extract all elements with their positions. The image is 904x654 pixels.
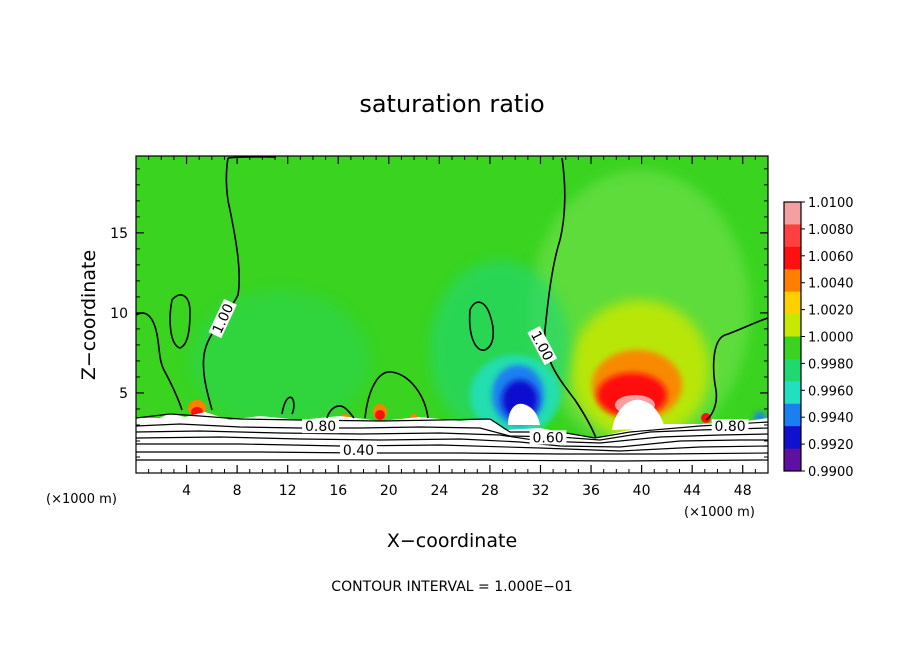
contour-0.30	[136, 459, 768, 462]
colorbar-label-1: 1.0080	[808, 223, 854, 238]
colorbar-swatch-5	[784, 314, 801, 337]
x-tick-label-9: 40	[633, 483, 651, 499]
x-tick-label-11: 48	[734, 483, 752, 499]
colorbar-swatch-11	[784, 448, 801, 472]
contour-1.00-center	[544, 157, 597, 439]
x-tick-label-2: 12	[279, 483, 297, 499]
colorbar-label-10: 0.9900	[808, 465, 854, 480]
contour-0.80	[136, 423, 768, 441]
x-unit-left: (×1000 m)	[46, 492, 117, 507]
contour-1.00-top	[227, 156, 277, 159]
colorbar-swatch-7	[784, 358, 801, 382]
plot-area: 1.001.000.80 0.800.600.40	[136, 156, 768, 473]
dry-zone	[136, 412, 768, 473]
contour-label-bg-5	[340, 443, 377, 458]
colorbar-swatch-8	[784, 381, 801, 405]
colorbar-swatch-2	[784, 246, 801, 270]
contour-0.70	[136, 430, 768, 444]
contour-0.50	[136, 443, 768, 452]
contour-1.00-east	[705, 317, 768, 421]
colorbar-label-9: 0.9920	[808, 438, 854, 453]
contour-label-2: 0.80	[302, 419, 339, 435]
colorbar-label-2: 1.0060	[808, 250, 854, 265]
colorbar-swatch-0	[784, 202, 801, 225]
contour-1.00-hump-3	[281, 396, 295, 415]
contour-0.60	[136, 436, 768, 448]
footer-contour-interval: CONTOUR INTERVAL = 1.000E−01	[331, 579, 572, 595]
y-axis-label: Z−coordinate	[78, 250, 100, 380]
x-unit-right: (×1000 m)	[684, 505, 755, 520]
red-spot-5	[701, 413, 711, 423]
y-tick-label-0: 5	[119, 386, 128, 402]
contour-label-text-2: 0.80	[305, 419, 336, 435]
colorbar-label-8: 0.9940	[808, 411, 854, 426]
colorbar-label-7: 0.9960	[808, 384, 854, 399]
contour-1.00-small-west	[136, 312, 183, 411]
saturated-region-center	[508, 403, 540, 425]
contour-label-bg-4	[529, 430, 567, 445]
contour-1.00-hump-1	[364, 371, 429, 419]
x-tick-label-6: 28	[481, 483, 499, 499]
colorbar-swatch-4	[784, 291, 801, 315]
contour-1.00-cell-west	[169, 294, 191, 349]
contour-label-bg-1	[527, 326, 558, 366]
contour-label-text-5: 0.40	[343, 443, 374, 459]
colorbar-label-6: 0.9980	[808, 357, 854, 372]
x-tick-label-10: 44	[683, 483, 701, 499]
x-tick-label-1: 8	[233, 483, 242, 499]
contour-label-bg-3	[711, 419, 749, 434]
saturated-region-east	[612, 399, 665, 430]
y-tick-label-2: 15	[110, 226, 128, 242]
contour-label-5: 0.40	[340, 443, 377, 459]
contour-0.90	[136, 413, 768, 439]
colorbar-label-0: 1.0100	[808, 196, 854, 211]
red-spot-2	[375, 410, 385, 420]
colorbar-label-5: 1.0000	[808, 331, 854, 346]
colorbar: 1.0100 1.0080 1.0060 1.0040 1.0020 1.0000 0.99…	[783, 196, 854, 480]
x-tick-label-0: 4	[182, 483, 191, 499]
teal-region-west	[190, 290, 370, 430]
colorbar-swatch-6	[784, 336, 801, 360]
x-tick-label-4: 20	[380, 483, 398, 499]
contour-label-4: 0.60	[529, 430, 567, 446]
lower-contours	[136, 413, 768, 462]
colorbar-swatch-3	[784, 269, 801, 293]
contour-label-text-3: 0.80	[714, 419, 745, 435]
contour-0.40	[136, 451, 768, 455]
contour-1.00-west	[202, 157, 240, 411]
colorbar-label-4: 1.0020	[808, 304, 854, 319]
colorbar-swatch-9	[784, 403, 801, 427]
x-tick-label-3: 16	[329, 483, 347, 499]
colorbar-swatch-10	[784, 426, 801, 450]
contour-label-text-4: 0.60	[532, 430, 563, 446]
contour-label-bg-0	[208, 298, 237, 339]
contour-label-3: 0.80	[711, 419, 749, 435]
x-tick-label-8: 36	[582, 483, 600, 499]
field-shading	[136, 170, 768, 473]
contour-1.00-hump-2	[326, 405, 355, 419]
contour-1.00-cell-center	[468, 301, 495, 351]
contour-lines	[136, 156, 768, 439]
chart-title: saturation ratio	[359, 90, 544, 118]
x-axis-label: X−coordinate	[387, 530, 517, 552]
x-tick-label-5: 24	[430, 483, 448, 499]
contour-label-bg-2	[302, 419, 339, 434]
colorbar-swatch-1	[784, 224, 801, 248]
colorbar-label-3: 1.0040	[808, 277, 854, 292]
y-tick-label-1: 10	[110, 306, 128, 322]
x-tick-label-7: 32	[532, 483, 550, 499]
